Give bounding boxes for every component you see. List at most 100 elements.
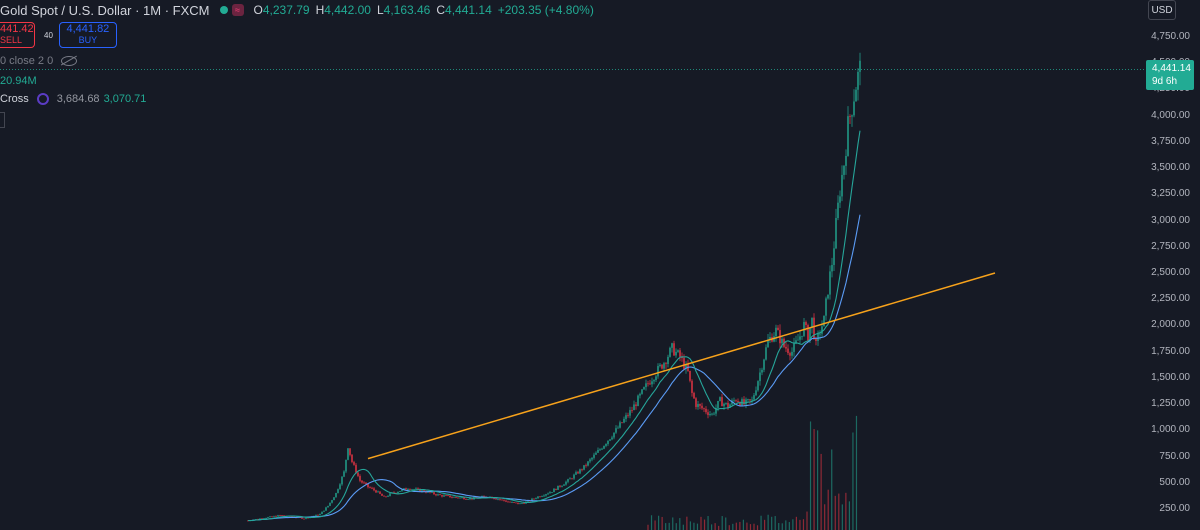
sell-label: SELL (0, 35, 23, 45)
volume-bar (781, 523, 783, 530)
buy-price: 4,441.82 (66, 23, 110, 35)
volume-bar (739, 521, 741, 530)
candle-body (663, 363, 665, 369)
candle-body (747, 399, 749, 401)
candle-body (305, 517, 307, 519)
volume-bar (760, 515, 762, 530)
candle-body (403, 488, 405, 490)
candle-body (613, 432, 615, 438)
cross-indicator-row[interactable]: Cross 3,684.68 3,070.71 (0, 93, 146, 105)
candle-body (725, 402, 727, 404)
candle-body (459, 497, 461, 499)
candle-body (537, 496, 539, 499)
y-tick-label: 3,500.00 (1151, 162, 1190, 174)
candle-body (371, 487, 373, 489)
candle-body (785, 346, 787, 349)
candle-body (767, 339, 769, 348)
candle-body (617, 427, 619, 429)
candle-body (411, 489, 413, 491)
sell-button[interactable]: 441.42 SELL (0, 22, 35, 48)
candle-body (277, 515, 279, 517)
volume-bar (650, 515, 653, 530)
volume-bar (689, 521, 691, 530)
candle-body (811, 317, 813, 328)
candle-body (655, 376, 657, 381)
volume-bar (658, 515, 660, 530)
y-tick-label: 1,500.00 (1151, 371, 1190, 383)
candle-body (819, 333, 821, 335)
candle-body (633, 404, 635, 411)
trendline[interactable] (367, 272, 996, 460)
volume-bar (654, 520, 656, 530)
candle-body (327, 505, 329, 508)
candle-body (851, 115, 853, 117)
buy-button[interactable]: 4,441.82 BUY (58, 22, 117, 48)
collapse-legend-icon[interactable] (0, 112, 5, 128)
candle-body (671, 343, 673, 348)
volume-indicator-value[interactable]: 20.94M (0, 75, 37, 87)
currency-selector[interactable]: USD (1148, 0, 1176, 20)
y-tick-label: 4,750.00 (1151, 31, 1190, 42)
candle-body (413, 489, 415, 491)
candle-body (355, 464, 357, 473)
volume-bar (746, 522, 748, 530)
candle-body (661, 364, 663, 369)
candle-body (847, 116, 849, 156)
candle-body (635, 404, 637, 407)
candle-body (449, 495, 451, 498)
candle-body (583, 465, 585, 470)
candle-body (615, 428, 617, 433)
candle-body (547, 493, 549, 495)
candle-body (805, 322, 807, 326)
candle-body (793, 342, 795, 352)
candle-body (361, 480, 363, 483)
candle-body (673, 343, 675, 356)
candle-body (359, 475, 361, 481)
candle-body (519, 503, 521, 505)
candle-body (543, 495, 545, 497)
candle-body (739, 402, 741, 406)
cross-value-1: 3,684.68 (56, 93, 100, 105)
candle-body (755, 390, 757, 396)
candle-body (829, 271, 831, 295)
symbol-title[interactable]: Gold Spot / U.S. Dollar · 1M · FXCM (0, 2, 210, 18)
candle-body (609, 439, 611, 441)
y-tick-label: 2,250.00 (1151, 293, 1190, 305)
volume-bar (827, 489, 829, 530)
candle-body (375, 490, 377, 493)
candle-body (563, 484, 565, 486)
candle-body (401, 489, 403, 492)
candle-body (421, 490, 423, 492)
candle-body (683, 358, 685, 369)
candle-body (639, 393, 641, 396)
ma-indicator-row[interactable]: 0 close 2 0 (0, 55, 78, 67)
candle-body (367, 483, 369, 488)
volume-bar (753, 523, 755, 530)
candle-body (465, 499, 467, 500)
volume-bar (647, 524, 649, 530)
candle-body (753, 395, 755, 400)
eye-hidden-icon[interactable] (61, 56, 78, 66)
candle-body (723, 403, 725, 407)
candle-body (607, 440, 609, 444)
candle-body (409, 489, 411, 490)
moving-average-slow (248, 214, 861, 522)
candle-body (571, 478, 573, 480)
candle-body (623, 418, 625, 423)
candle-body (631, 410, 633, 411)
candle-body (591, 457, 593, 460)
candle-body (527, 500, 529, 502)
volume-bar (771, 516, 773, 530)
volume-bar (852, 432, 854, 530)
y-tick-label: 3,000.00 (1151, 214, 1190, 226)
candle-body (825, 298, 827, 316)
candle-body (557, 485, 559, 490)
candle-body (521, 503, 523, 505)
candle-body (693, 392, 695, 399)
y-tick-label: 3,250.00 (1151, 188, 1190, 200)
volume-bar (802, 519, 805, 530)
candle-body (383, 495, 385, 497)
candle-body (835, 218, 837, 249)
candle-body (533, 498, 535, 500)
